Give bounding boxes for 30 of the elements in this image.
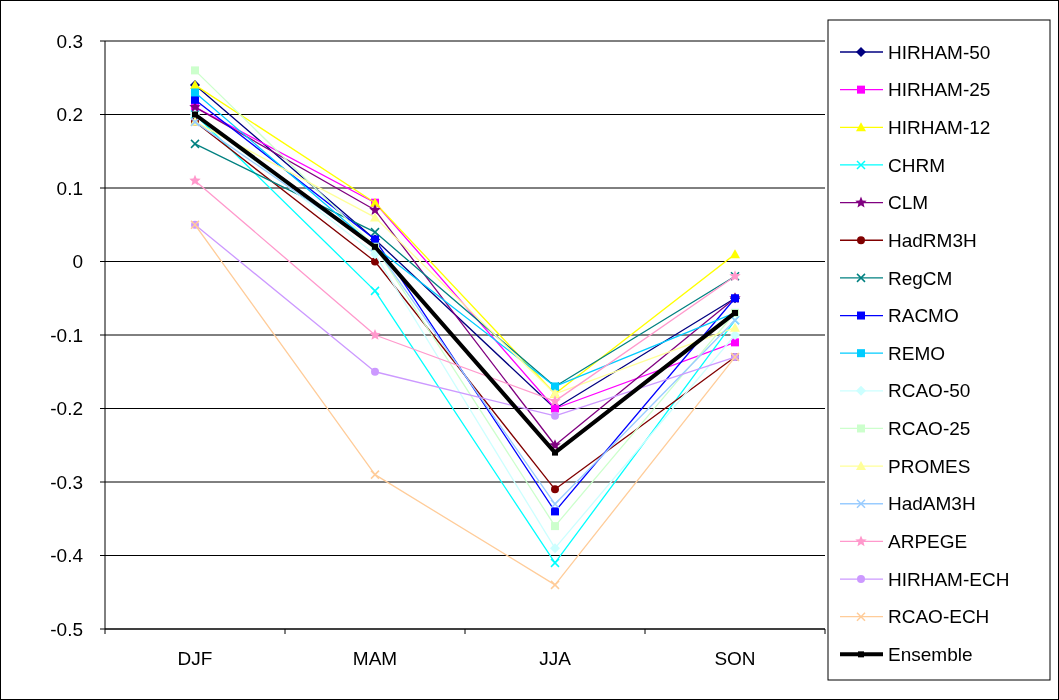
y-tick-label: -0.4 xyxy=(50,545,84,567)
y-tick-label: -0.2 xyxy=(50,398,83,420)
legend-label: HIRHAM-ECH xyxy=(888,568,1010,590)
y-tick-label: 0.2 xyxy=(56,104,83,126)
legend-label: CLM xyxy=(888,192,929,214)
y-tick-label: -0.3 xyxy=(50,471,83,493)
x-tick-label: DJF xyxy=(177,648,213,669)
legend-label: HIRHAM-12 xyxy=(888,116,991,138)
legend-label: RCAO-50 xyxy=(888,380,971,402)
y-tick-label: 0 xyxy=(72,251,83,273)
legend-label: HIRHAM-50 xyxy=(888,41,991,63)
legend-label: RCAO-25 xyxy=(888,418,971,440)
y-tick-label: 0.1 xyxy=(56,177,83,199)
legend-label: CHRM xyxy=(888,154,945,176)
legend-label: REMO xyxy=(888,342,945,364)
x-tick-label: JJA xyxy=(539,648,572,669)
legend-label: PROMES xyxy=(888,455,971,477)
x-tick-label: MAM xyxy=(352,648,398,669)
x-tick-label: SON xyxy=(714,648,756,669)
legend-label: RACMO xyxy=(888,305,959,327)
y-tick-label: -0.5 xyxy=(50,618,83,640)
legend-label: HIRHAM-25 xyxy=(888,79,991,101)
y-tick-label: 0.3 xyxy=(56,30,83,52)
legend-label: HadAM3H xyxy=(888,493,976,515)
legend-label: HadRM3H xyxy=(888,229,977,251)
legend-label: ARPEGE xyxy=(888,531,968,553)
legend-label: RCAO-ECH xyxy=(888,606,990,628)
legend-label: Ensemble xyxy=(888,644,973,665)
y-tick-label: -0.1 xyxy=(50,324,83,346)
legend-label: RegCM xyxy=(888,267,953,289)
